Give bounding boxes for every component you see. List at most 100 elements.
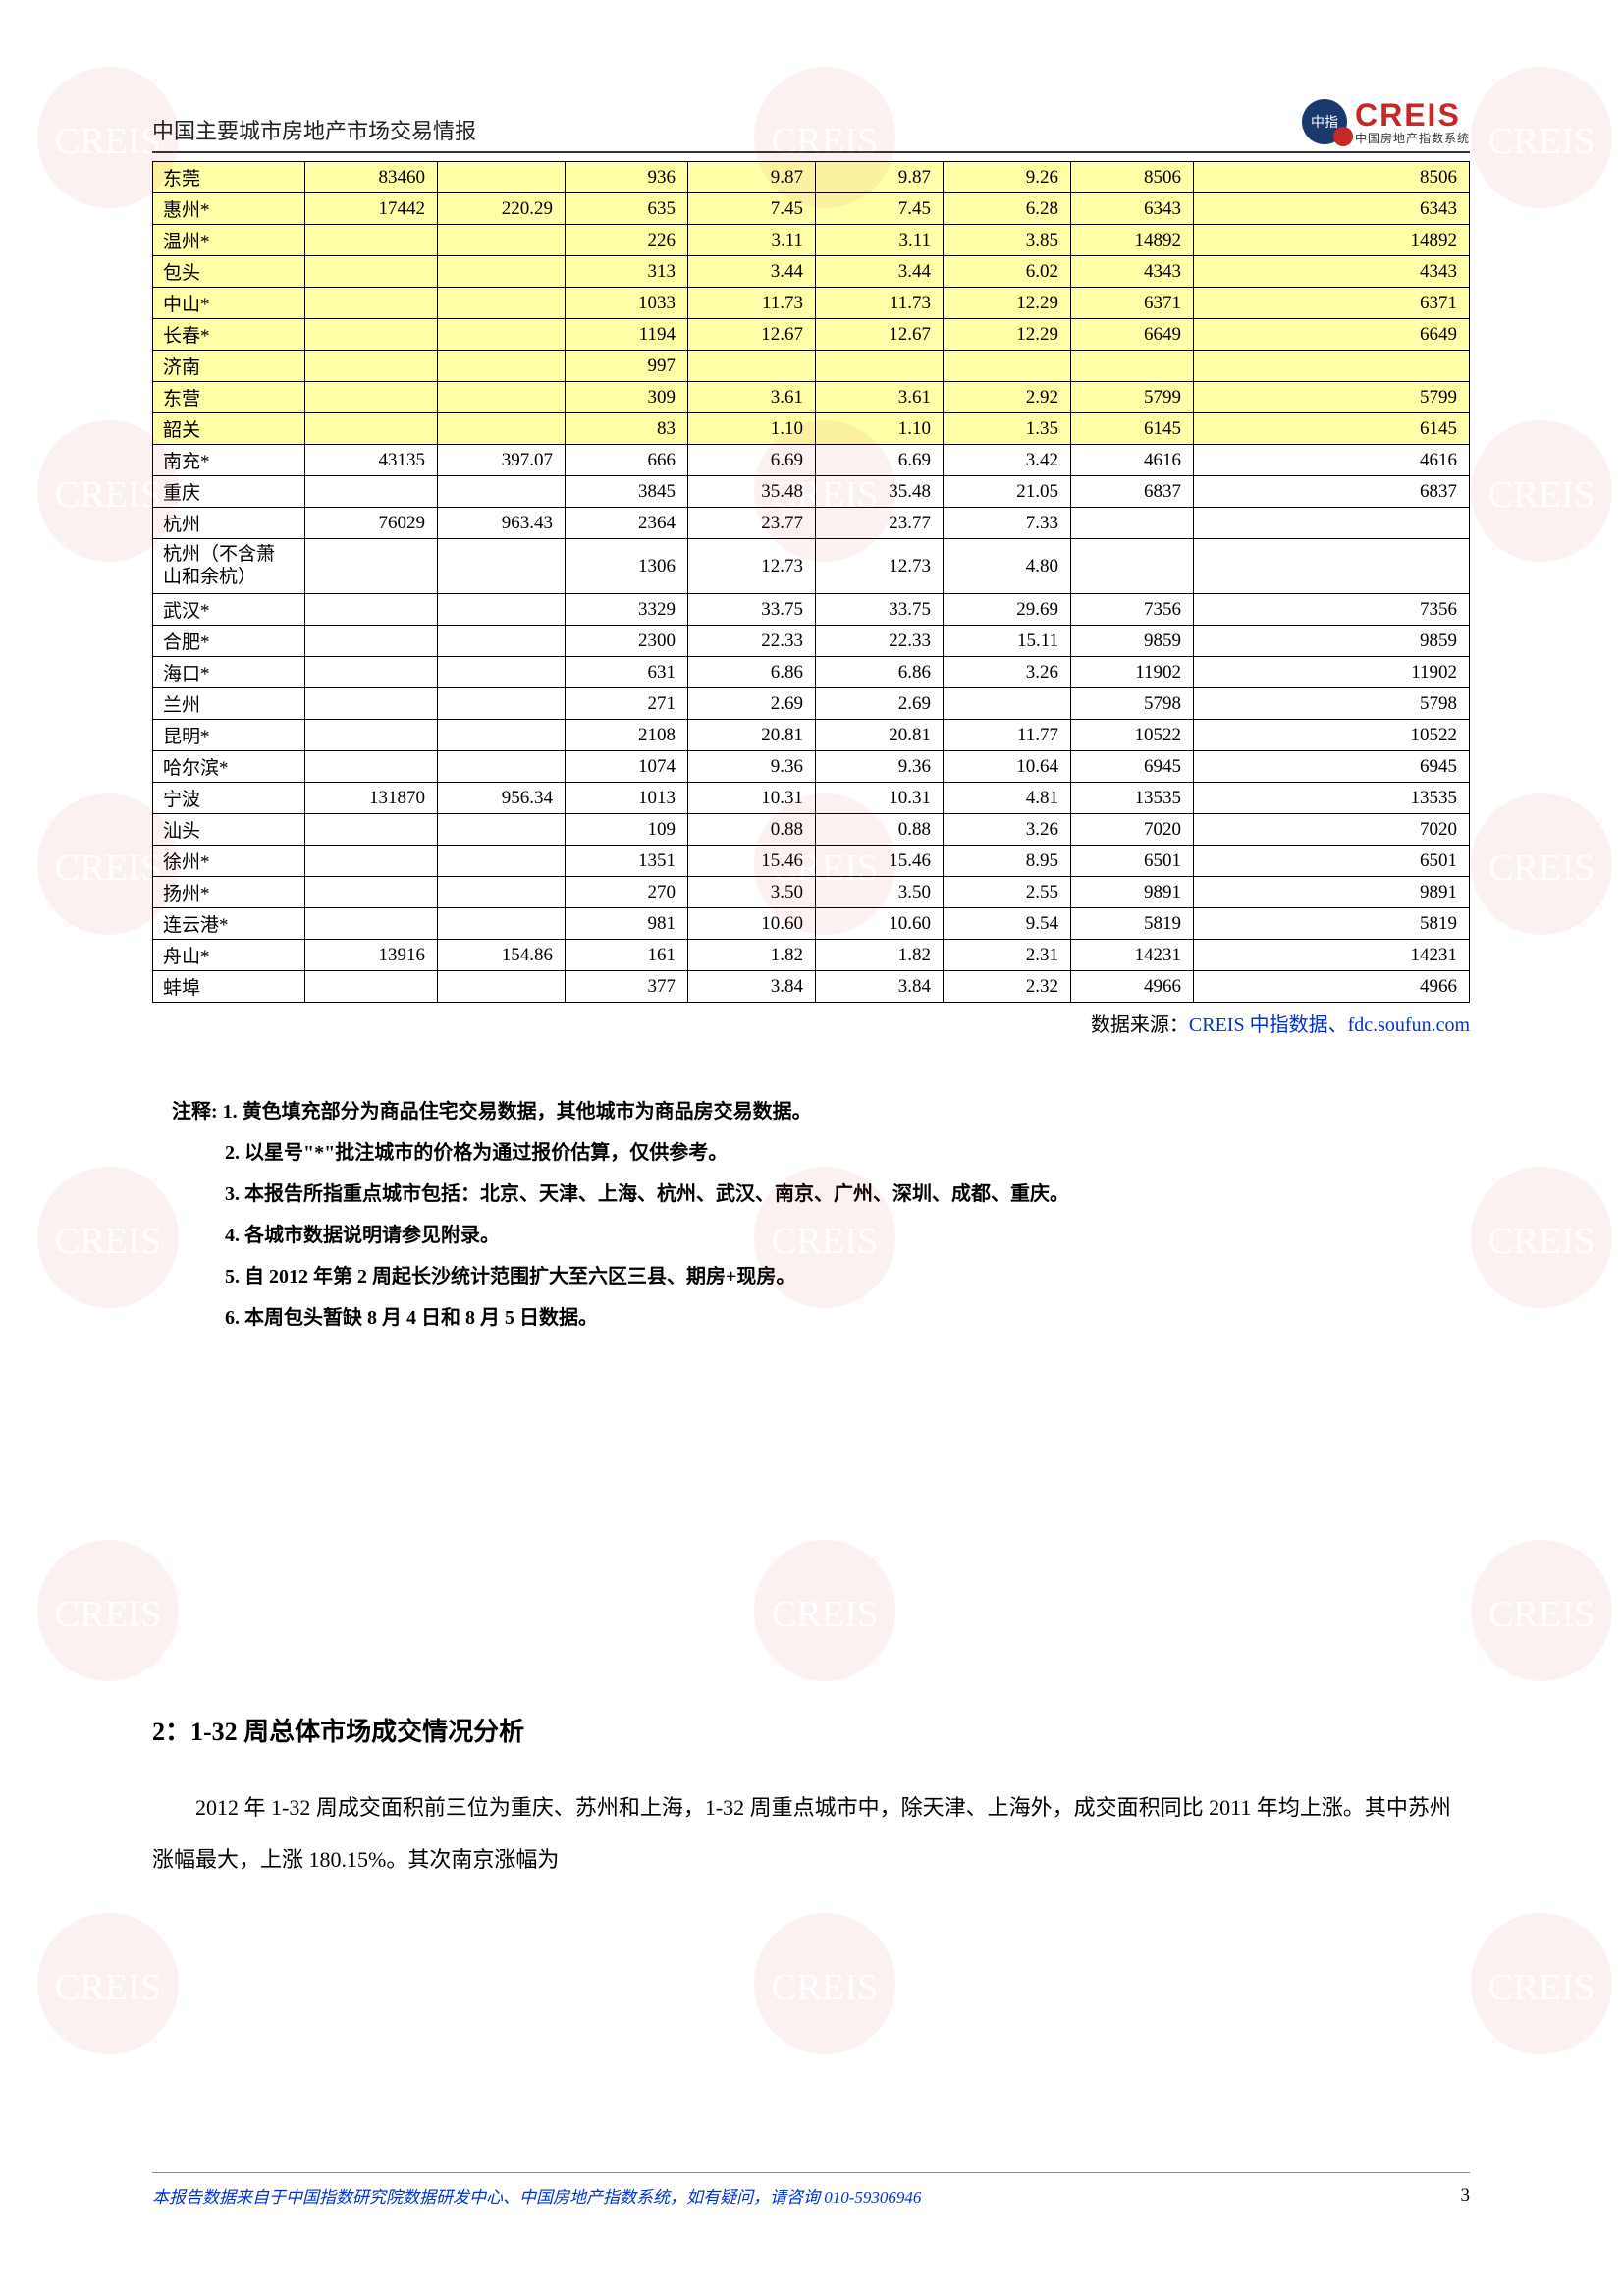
value-cell: 6945 [1071,751,1194,783]
value-cell [305,382,438,413]
value-cell: 6145 [1194,413,1470,445]
value-cell: 5819 [1071,908,1194,940]
value-cell: 3.44 [688,256,816,288]
value-cell: 963.43 [438,508,566,539]
value-cell: 14892 [1071,225,1194,256]
city-cell: 中山* [153,288,305,319]
value-cell: 1351 [566,846,688,877]
value-cell: 23.77 [688,508,816,539]
note-item: 4. 各城市数据说明请参见附录。 [172,1215,1470,1256]
value-cell: 7.45 [816,193,944,225]
city-cell: 重庆 [153,476,305,508]
value-cell: 6343 [1194,193,1470,225]
value-cell [305,846,438,877]
data-source-line: 数据来源：CREIS 中指数据、fdc.soufun.com [152,1009,1470,1037]
value-cell: 6371 [1071,288,1194,319]
table-row: 惠州*17442220.296357.457.456.2863436343 [153,193,1470,225]
value-cell: 3.26 [944,814,1071,846]
value-cell: 0.88 [816,814,944,846]
value-cell [305,476,438,508]
value-cell: 83460 [305,162,438,193]
value-cell: 12.67 [688,319,816,351]
value-cell: 1.10 [688,413,816,445]
report-title: 中国主要城市房地产市场交易情报 [152,114,476,145]
value-cell: 9891 [1194,877,1470,908]
value-cell: 15.46 [688,846,816,877]
table-row: 海口*6316.866.863.261190211902 [153,657,1470,688]
value-cell: 1194 [566,319,688,351]
source-label: 数据来源： [1091,1014,1189,1036]
value-cell: 936 [566,162,688,193]
table-row: 长春*119412.6712.6712.2966496649 [153,319,1470,351]
table-row: 兰州2712.692.6957985798 [153,688,1470,720]
value-cell: 22.33 [816,626,944,657]
value-cell [438,476,566,508]
value-cell: 1074 [566,751,688,783]
value-cell: 10.64 [944,751,1071,783]
value-cell [438,751,566,783]
value-cell: 76029 [305,508,438,539]
value-cell [438,539,566,594]
table-row: 东莞834609369.879.879.2685068506 [153,162,1470,193]
value-cell: 313 [566,256,688,288]
value-cell: 131870 [305,783,438,814]
table-row: 武汉*332933.7533.7529.6973567356 [153,594,1470,626]
value-cell [438,162,566,193]
value-cell: 12.29 [944,319,1071,351]
value-cell [305,720,438,751]
city-cell: 连云港* [153,908,305,940]
value-cell: 4966 [1194,971,1470,1003]
value-cell [438,319,566,351]
value-cell [438,720,566,751]
value-cell: 33.75 [688,594,816,626]
value-cell: 11.73 [816,288,944,319]
value-cell [438,413,566,445]
creis-logo: 中指 CREIS 中国房地产指数系统 [1302,98,1470,145]
note-item: 注释: 1. 黄色填充部分为商品住宅交易数据，其他城市为商品房交易数据。 [172,1091,1470,1132]
value-cell: 6837 [1194,476,1470,508]
value-cell: 997 [566,351,688,382]
value-cell: 4616 [1194,445,1470,476]
value-cell: 5798 [1071,688,1194,720]
city-cell: 杭州 [153,508,305,539]
city-cell: 汕头 [153,814,305,846]
value-cell: 10.60 [816,908,944,940]
value-cell [305,688,438,720]
value-cell: 2.92 [944,382,1071,413]
value-cell: 6145 [1071,413,1194,445]
watermark-icon: CREIS [29,1905,187,2062]
value-cell [438,256,566,288]
svg-text:CREIS: CREIS [1488,474,1595,516]
value-cell: 3.85 [944,225,1071,256]
city-cell: 宁波 [153,783,305,814]
value-cell: 10.60 [688,908,816,940]
value-cell [438,877,566,908]
value-cell: 3.11 [688,225,816,256]
watermark-icon: CREIS [1463,1159,1620,1316]
value-cell: 9859 [1071,626,1194,657]
value-cell [1194,539,1470,594]
value-cell: 35.48 [816,476,944,508]
table-row: 徐州*135115.4615.468.9565016501 [153,846,1470,877]
value-cell: 2.69 [816,688,944,720]
value-cell: 1.82 [816,940,944,971]
value-cell [438,971,566,1003]
value-cell: 11902 [1194,657,1470,688]
value-cell: 11.77 [944,720,1071,751]
value-cell: 8.95 [944,846,1071,877]
value-cell: 3.11 [816,225,944,256]
value-cell [305,971,438,1003]
value-cell: 12.73 [816,539,944,594]
city-cell: 杭州（不含萧山和余杭） [153,539,305,594]
value-cell: 35.48 [688,476,816,508]
note-item: 3. 本报告所指重点城市包括：北京、天津、上海、杭州、武汉、南京、广州、深圳、成… [172,1174,1470,1215]
value-cell [816,351,944,382]
value-cell: 4.80 [944,539,1071,594]
value-cell: 10.31 [688,783,816,814]
city-cell: 包头 [153,256,305,288]
watermark-icon: CREIS [746,1532,903,1689]
value-cell: 23.77 [816,508,944,539]
value-cell [305,594,438,626]
value-cell: 3845 [566,476,688,508]
value-cell: 6837 [1071,476,1194,508]
